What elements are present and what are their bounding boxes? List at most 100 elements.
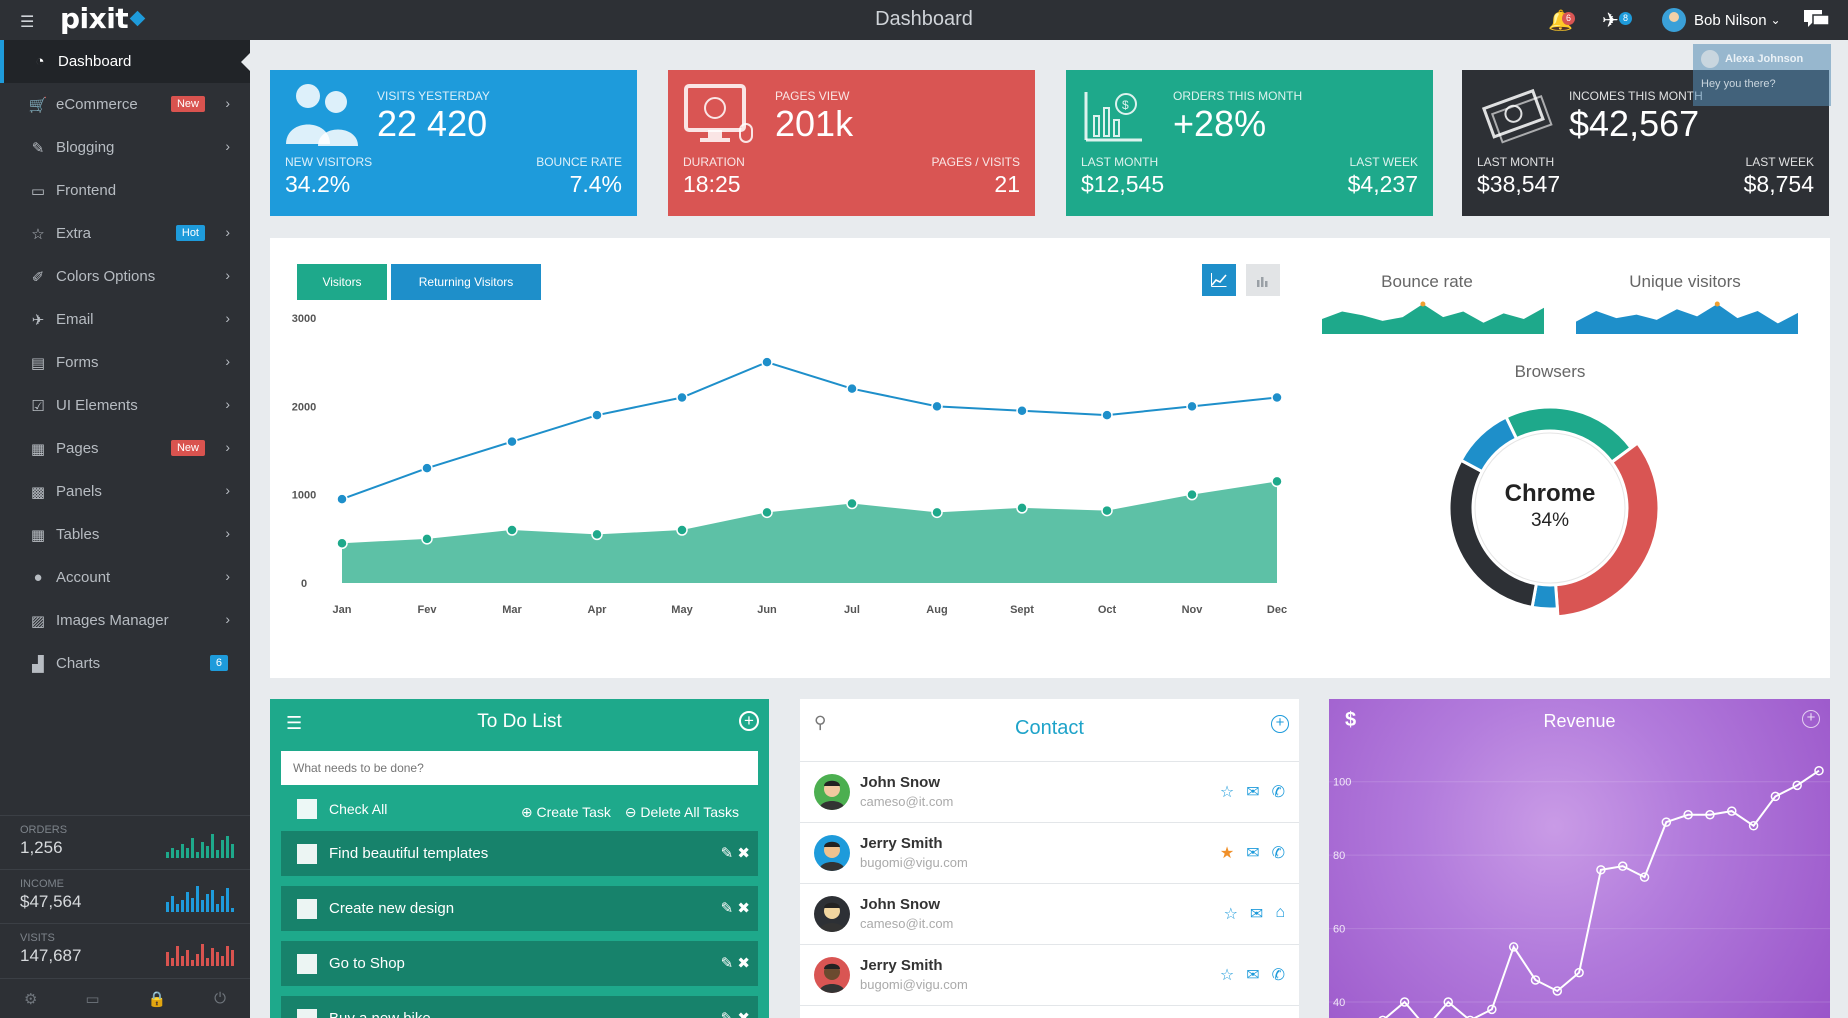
contact-row[interactable]: Jerry Smith bugomi@vigu.com ★ ✉ ✆ — [800, 822, 1299, 883]
todo-checkbox[interactable] — [297, 843, 317, 864]
sidebar-item-panels[interactable]: ▩ Panels › — [0, 470, 250, 513]
visitors-point[interactable] — [591, 409, 603, 421]
returning-visitors-point[interactable] — [591, 528, 603, 541]
sidebar-item-images-manager[interactable]: ▨ Images Manager › — [0, 599, 250, 642]
sidebar-item-forms[interactable]: ▤ Forms › — [0, 341, 250, 384]
revenue-point[interactable] — [1596, 865, 1606, 875]
sidebar-item-dashboard[interactable]: ◔ Dashboard — [0, 40, 250, 83]
sidebar-item-colors-options[interactable]: ✐ Colors Options › — [0, 255, 250, 298]
todo-item[interactable]: Find beautiful templates ✎ ✖ — [281, 831, 758, 876]
returning-visitors-point[interactable] — [931, 506, 943, 519]
todo-item[interactable]: Buy a new bike ✎ ✖ — [281, 996, 758, 1018]
returning-visitors-point[interactable] — [421, 533, 433, 545]
todo-checkbox[interactable] — [297, 953, 317, 974]
bar-chart-toggle-button[interactable] — [1246, 264, 1280, 296]
revenue-point[interactable] — [1487, 1004, 1497, 1015]
sidebar-item-charts[interactable]: ▟ Charts 6 — [0, 642, 250, 685]
visitors-point[interactable] — [1271, 391, 1283, 404]
close-icon[interactable]: ✖ — [733, 1010, 750, 1018]
paper-plane-icon[interactable]: ✈ — [1602, 10, 1619, 32]
revenue-point[interactable] — [1399, 997, 1410, 1007]
create-task-button[interactable]: ⊕ Create Task — [521, 804, 611, 820]
revenue-point[interactable] — [1683, 810, 1693, 820]
returning-visitors-point[interactable] — [506, 524, 518, 536]
revenue-point[interactable] — [1574, 967, 1584, 978]
visitors-point[interactable] — [336, 493, 348, 505]
line-chart-toggle-button[interactable] — [1202, 264, 1236, 296]
revenue-point[interactable] — [1530, 975, 1541, 985]
revenue-point[interactable] — [1443, 997, 1453, 1007]
revenue-point[interactable] — [1617, 861, 1628, 871]
sidebar-item-tables[interactable]: ▦ Tables › — [0, 513, 250, 556]
sidebar-item-account[interactable]: ● Account › — [0, 556, 250, 599]
revenue-point[interactable] — [1378, 1015, 1387, 1018]
returning-visitors-tab-button[interactable]: Returning Visitors — [391, 264, 541, 300]
star-icon[interactable]: ☆ — [1219, 967, 1235, 984]
sidebar-item-email[interactable]: ✈ Email › — [0, 298, 250, 341]
returning-visitors-point[interactable] — [1271, 475, 1283, 488]
pencil-icon[interactable]: ✎ — [720, 845, 734, 862]
pencil-icon[interactable]: ✎ — [720, 900, 734, 917]
home-icon[interactable]: ⌂ — [1275, 904, 1285, 921]
mail-icon[interactable]: ✉ — [1246, 967, 1260, 984]
revenue-point[interactable] — [1508, 942, 1519, 952]
donut-slice[interactable] — [1554, 440, 1660, 618]
revenue-point[interactable] — [1748, 821, 1759, 831]
contact-row[interactable]: John Snow cameso@it.com ☆ ✉ ✆ — [800, 761, 1299, 822]
hamburger-menu-icon[interactable]: ☰ — [20, 14, 35, 31]
stat-tile-incomes-this-month[interactable]: INCOMES THIS MONTH $42,567 LAST MONTH $38,5… — [1462, 70, 1829, 216]
stat-tile-visits-yesterday[interactable]: VISITS YESTERDAY 22 420 NEW VISITORS 34.2% B… — [270, 70, 637, 216]
todo-checkbox[interactable] — [297, 1008, 317, 1018]
visitors-point[interactable] — [761, 356, 773, 368]
visitors-point[interactable] — [846, 382, 858, 395]
visitors-point[interactable] — [1101, 409, 1113, 421]
star-icon[interactable]: ☆ — [1219, 784, 1235, 801]
revenue-point[interactable] — [1770, 791, 1781, 802]
returning-visitors-point[interactable] — [1101, 504, 1113, 517]
todo-checkbox[interactable] — [297, 898, 317, 919]
add-contact-icon[interactable]: + — [1271, 715, 1289, 733]
sidebar-item-blogging[interactable]: ✎ Blogging › — [0, 126, 250, 169]
todo-item[interactable]: Create new design ✎ ✖ — [281, 886, 758, 931]
stat-tile-orders-this-month[interactable]: $ ORDERS THIS MONTH +28% LAST MONTH $12,545 L… — [1066, 70, 1433, 216]
search-icon[interactable]: ⚲ — [814, 713, 827, 732]
visitors-point[interactable] — [1186, 400, 1198, 413]
monitor-icon[interactable]: ▭ — [85, 990, 100, 1008]
brand-logo[interactable]: pixit — [60, 2, 146, 35]
phone-icon[interactable]: ✆ — [1271, 967, 1285, 984]
user-menu[interactable]: Bob Nilson ⌄ — [1662, 8, 1781, 32]
visitors-point[interactable] — [931, 400, 943, 413]
visitors-point[interactable] — [506, 435, 518, 448]
close-icon[interactable]: ✖ — [733, 900, 750, 917]
mail-icon[interactable]: ✉ — [1246, 845, 1260, 862]
returning-visitors-point[interactable] — [846, 497, 858, 510]
sidebar-item-extra[interactable]: ☆ Extra Hot › — [0, 212, 250, 255]
revenue-point[interactable] — [1465, 1015, 1475, 1018]
contact-row[interactable]: John Snow cameso@it.com ☆ ✉ ⌂ — [800, 883, 1299, 944]
stat-tile-pages-view[interactable]: PAGES VIEW 201k DURATION 18:25 PAGES / VISIT… — [668, 70, 1035, 216]
donut-slice[interactable] — [1458, 415, 1519, 474]
close-icon[interactable]: ✖ — [733, 955, 750, 972]
revenue-point[interactable] — [1727, 806, 1737, 816]
check-all-row[interactable]: Check All — [297, 799, 387, 819]
revenue-point[interactable] — [1661, 817, 1672, 827]
visitors-point[interactable] — [421, 462, 433, 474]
contact-row[interactable]: Jerry Smith bugomi@vigu.com ☆ ✉ ✆ — [800, 944, 1299, 1005]
delete-all-tasks-button[interactable]: ⊖ Delete All Tasks — [625, 804, 739, 820]
check-all-checkbox[interactable] — [297, 799, 317, 819]
revenue-point[interactable] — [1814, 765, 1824, 776]
chat-icon[interactable] — [1804, 8, 1830, 36]
star-icon[interactable]: ★ — [1219, 845, 1235, 862]
new-todo-input[interactable] — [281, 751, 758, 785]
close-icon[interactable]: ✖ — [733, 845, 750, 862]
add-todo-icon[interactable]: + — [739, 711, 759, 731]
add-revenue-icon[interactable]: + — [1802, 710, 1820, 728]
sidebar-item-frontend[interactable]: ▭ Frontend — [0, 169, 250, 212]
phone-icon[interactable]: ✆ — [1271, 845, 1285, 862]
visitors-tab-button[interactable]: Visitors — [297, 264, 387, 300]
returning-visitors-point[interactable] — [1016, 502, 1028, 514]
returning-visitors-point[interactable] — [336, 537, 348, 549]
lock-icon[interactable]: 🔒 — [147, 990, 167, 1008]
mail-icon[interactable]: ✉ — [1249, 906, 1264, 923]
revenue-point[interactable] — [1792, 780, 1802, 791]
